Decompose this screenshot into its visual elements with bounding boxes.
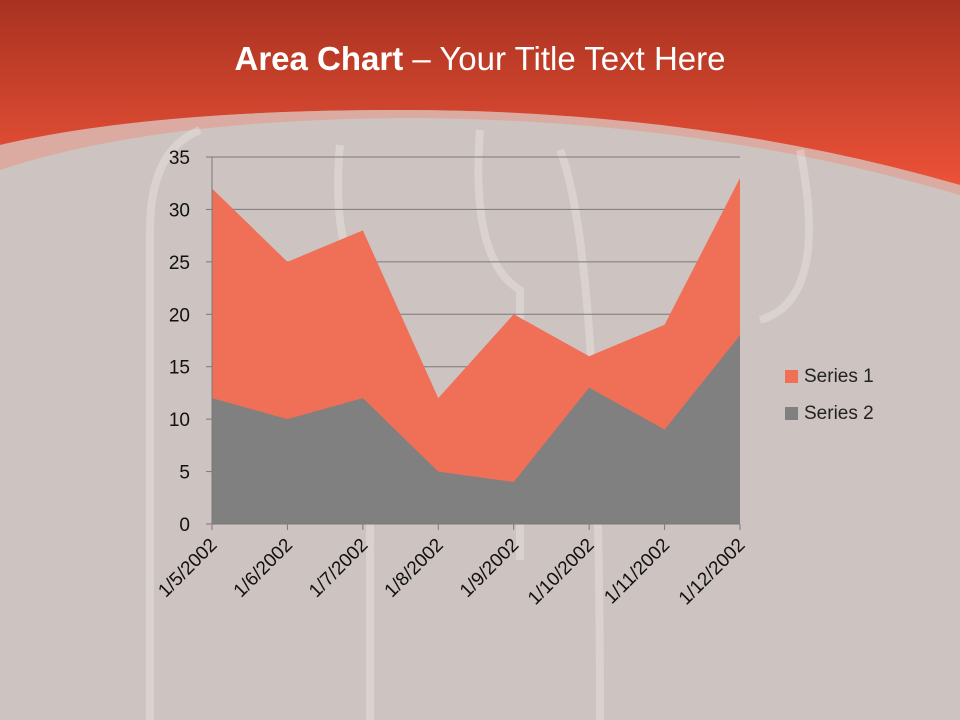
x-tick-label: 1/9/2002	[456, 535, 523, 602]
title-rest: – Your Title Text Here	[403, 40, 726, 77]
y-tick-label: 25	[169, 253, 190, 274]
title-bold: Area Chart	[234, 40, 404, 77]
legend-label-series-2: Series 2	[804, 402, 874, 424]
x-tick-label: 1/8/2002	[381, 535, 448, 602]
y-tick-label: 10	[169, 410, 190, 431]
legend-swatch-series-1	[785, 370, 798, 383]
chart-legend: Series 1 Series 2	[785, 358, 874, 432]
legend-label-series-1: Series 1	[804, 365, 874, 387]
header-band	[0, 0, 960, 185]
y-tick-label: 15	[169, 358, 190, 379]
x-tick-label: 1/7/2002	[305, 535, 372, 602]
area-series-2	[212, 335, 740, 524]
y-tick-label: 35	[169, 148, 190, 169]
y-tick-label: 5	[179, 463, 190, 484]
legend-swatch-series-2	[785, 407, 798, 420]
x-tick-label: 1/5/2002	[154, 535, 221, 602]
x-tick-label: 1/12/2002	[675, 535, 750, 610]
y-tick-label: 20	[169, 305, 190, 326]
legend-item-series-1: Series 1	[785, 358, 874, 395]
y-tick-label: 0	[179, 515, 190, 536]
x-tick-label: 1/6/2002	[230, 535, 297, 602]
y-tick-label: 30	[169, 200, 190, 221]
legend-item-series-2: Series 2	[785, 395, 874, 432]
slide-title: Area Chart – Your Title Text Here	[0, 40, 960, 78]
x-tick-label: 1/11/2002	[600, 535, 674, 609]
x-tick-label: 1/10/2002	[524, 535, 599, 610]
